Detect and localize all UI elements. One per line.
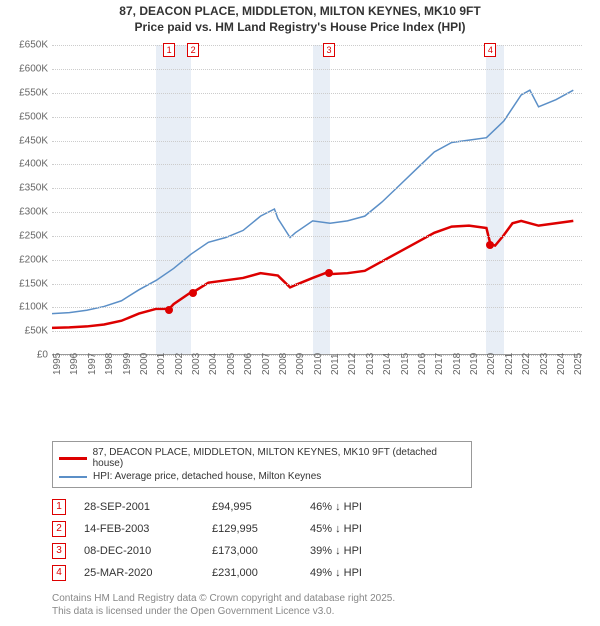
sale-row: 2 14-FEB-2003 £129,995 45% ↓ HPI bbox=[52, 518, 592, 540]
sale-dot bbox=[325, 269, 333, 277]
sale-marker: 4 bbox=[52, 565, 66, 581]
sale-dot bbox=[486, 241, 494, 249]
sale-price: £173,000 bbox=[212, 545, 292, 557]
chart-marker: 1 bbox=[163, 43, 175, 57]
footer-line2: This data is licensed under the Open Gov… bbox=[52, 605, 592, 618]
y-tick-label: £150K bbox=[8, 278, 48, 289]
chart-marker: 3 bbox=[323, 43, 335, 57]
sale-marker: 1 bbox=[52, 499, 66, 515]
chart-marker: 2 bbox=[187, 43, 199, 57]
sale-marker: 2 bbox=[52, 521, 66, 537]
y-tick-label: £100K bbox=[8, 302, 48, 313]
y-tick-label: £350K bbox=[8, 183, 48, 194]
title-line2: Price paid vs. HM Land Registry's House … bbox=[8, 20, 592, 36]
sale-dot bbox=[189, 289, 197, 297]
y-tick-label: £200K bbox=[8, 254, 48, 265]
y-tick-label: £250K bbox=[8, 230, 48, 241]
sale-delta: 49% ↓ HPI bbox=[310, 567, 362, 579]
footer-line1: Contains HM Land Registry data © Crown c… bbox=[52, 592, 592, 605]
sale-row: 4 25-MAR-2020 £231,000 49% ↓ HPI bbox=[52, 562, 592, 584]
sale-price: £231,000 bbox=[212, 567, 292, 579]
y-tick-label: £650K bbox=[8, 40, 48, 51]
chart-marker: 4 bbox=[484, 43, 496, 57]
sale-price: £94,995 bbox=[212, 501, 292, 513]
legend-swatch-blue bbox=[59, 476, 87, 478]
sales-table: 1 28-SEP-2001 £94,995 46% ↓ HPI 2 14-FEB-2003… bbox=[52, 496, 592, 584]
sale-date: 08-DEC-2010 bbox=[84, 545, 194, 557]
x-tick-label: 2025 bbox=[573, 353, 600, 375]
chart-title: 87, DEACON PLACE, MIDDLETON, MILTON KEYN… bbox=[8, 4, 592, 35]
sale-row: 3 08-DEC-2010 £173,000 39% ↓ HPI bbox=[52, 540, 592, 562]
legend-row-blue: HPI: Average price, detached house, Milt… bbox=[59, 470, 465, 483]
sale-date: 14-FEB-2003 bbox=[84, 523, 194, 535]
sale-price: £129,995 bbox=[212, 523, 292, 535]
y-tick-label: £300K bbox=[8, 207, 48, 218]
y-tick-label: £50K bbox=[8, 326, 48, 337]
legend-label-blue: HPI: Average price, detached house, Milt… bbox=[93, 471, 321, 482]
legend: 87, DEACON PLACE, MIDDLETON, MILTON KEYN… bbox=[52, 441, 472, 488]
chart: 12 3 4 £0 £50K £100K £150K £200K £250K £300K £350… bbox=[8, 41, 588, 401]
sale-marker: 3 bbox=[52, 543, 66, 559]
y-tick-label: £450K bbox=[8, 135, 48, 146]
y-tick-label: £0 bbox=[8, 350, 48, 361]
sale-date: 28-SEP-2001 bbox=[84, 501, 194, 513]
title-line1: 87, DEACON PLACE, MIDDLETON, MILTON KEYN… bbox=[8, 4, 592, 20]
footer: Contains HM Land Registry data © Crown c… bbox=[52, 592, 592, 618]
y-tick-label: £600K bbox=[8, 64, 48, 75]
sale-date: 25-MAR-2020 bbox=[84, 567, 194, 579]
legend-swatch-red bbox=[59, 457, 87, 460]
y-tick-label: £400K bbox=[8, 159, 48, 170]
sale-dot bbox=[165, 306, 173, 314]
y-tick-label: £550K bbox=[8, 87, 48, 98]
sale-delta: 46% ↓ HPI bbox=[310, 501, 362, 513]
legend-row-red: 87, DEACON PLACE, MIDDLETON, MILTON KEYN… bbox=[59, 446, 465, 470]
sale-row: 1 28-SEP-2001 £94,995 46% ↓ HPI bbox=[52, 496, 592, 518]
sale-delta: 45% ↓ HPI bbox=[310, 523, 362, 535]
legend-label-red: 87, DEACON PLACE, MIDDLETON, MILTON KEYN… bbox=[93, 447, 465, 469]
plot-area: 12 3 4 bbox=[52, 45, 582, 355]
sale-delta: 39% ↓ HPI bbox=[310, 545, 362, 557]
y-tick-label: £500K bbox=[8, 111, 48, 122]
